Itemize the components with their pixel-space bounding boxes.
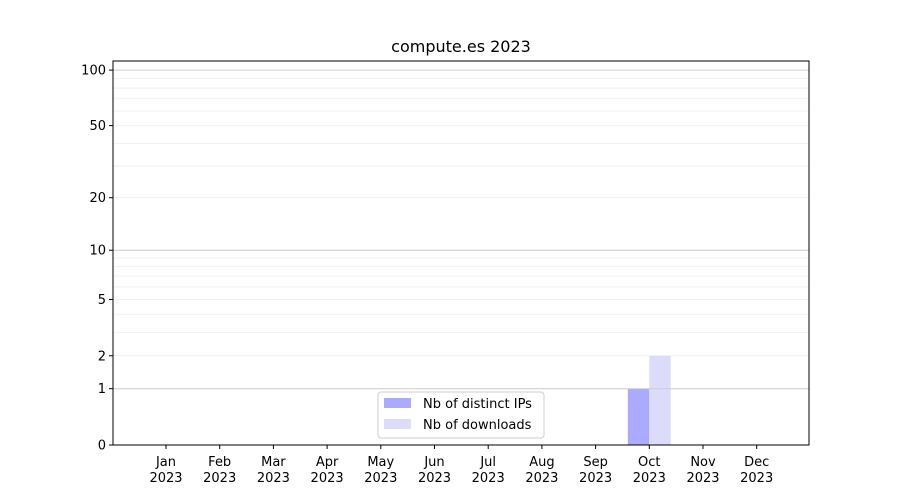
bar-distinct-ips [627,388,650,445]
y-tick-label: 50 [89,119,106,134]
y-tick-label: 20 [89,191,106,206]
y-tick-label: 0 [98,439,106,454]
x-tick-label: Mar 2023 [257,455,290,486]
y-tick-label: 2 [98,349,106,364]
y-tick-label: 5 [98,293,106,308]
x-tick-label: Jul 2023 [472,455,505,486]
bar-downloads [649,355,671,445]
legend-swatch [384,419,411,429]
legend-box [377,391,545,439]
y-tick-label: 1 [98,382,106,397]
x-tick-label: Jan 2023 [149,455,182,486]
legend-swatch [384,398,411,408]
x-tick-label: Nov 2023 [686,455,719,486]
x-tick-label: Aug 2023 [525,455,558,486]
legend: Nb of distinct IPs Nb of downloads [377,391,545,439]
x-tick-label: Jun 2023 [418,455,451,486]
x-tick-label: Oct 2023 [633,455,666,486]
x-tick-label: Dec 2023 [740,455,773,486]
legend-label: Nb of downloads [423,418,532,433]
plot-frame [112,60,810,446]
x-tick-label: May 2023 [364,455,397,486]
legend-label: Nb of distinct IPs [423,397,532,412]
x-tick-label: Feb 2023 [203,455,236,486]
chart-title: compute.es 2023 [391,37,531,56]
x-tick-label: Apr 2023 [311,455,344,486]
y-tick-label: 100 [81,64,106,79]
y-tick-label: 10 [89,244,106,259]
x-tick-label: Sep 2023 [579,455,612,486]
